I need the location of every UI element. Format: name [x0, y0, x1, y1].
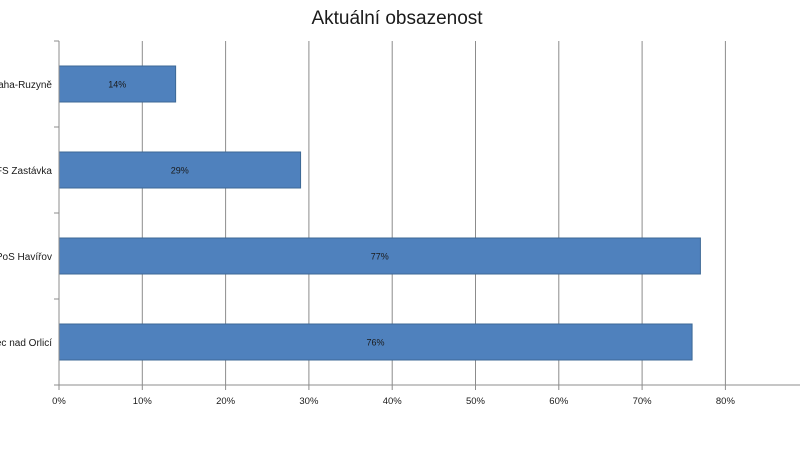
x-tick-label: 70% [633, 396, 653, 407]
x-tick-label: 10% [133, 396, 153, 407]
bar-pos-havirov [58, 237, 701, 275]
labels: 0% 10% 20% 30% 40% 50% 60% 70% 80% raha-Ruzyně 14%… [0, 80, 735, 408]
data-label-pos-havirov: 77% [371, 252, 389, 262]
data-label-raha-ruzyne: 14% [108, 80, 126, 90]
x-tick-label: 50% [466, 396, 486, 407]
bar-ec-nad-orlici [58, 323, 693, 361]
x-tick-label: 40% [383, 396, 403, 407]
category-label-raha-ruzyne: raha-Ruzyně [0, 80, 52, 91]
category-label-pos-havirov: PoS Havířov [0, 252, 52, 263]
data-label-pfs-zastavka: 29% [171, 166, 189, 176]
x-tick-label: 30% [299, 396, 319, 407]
x-tick-label: 0% [52, 396, 66, 407]
chart-title: Aktuální obsazenost [311, 8, 483, 29]
grid-lines [141, 41, 726, 385]
x-tick-label: 60% [549, 396, 569, 407]
axes [54, 40, 800, 390]
category-label-pfs-zastavka: PFS Zastávka [0, 166, 52, 177]
bar-pfs-zastavka [58, 151, 302, 189]
bars [58, 65, 701, 361]
x-tick-label: 80% [716, 396, 736, 407]
x-tick-label: 20% [216, 396, 236, 407]
category-label-ec-nad-orlici: ec nad Orlicí [0, 338, 52, 349]
data-label-ec-nad-orlici: 76% [367, 338, 385, 348]
